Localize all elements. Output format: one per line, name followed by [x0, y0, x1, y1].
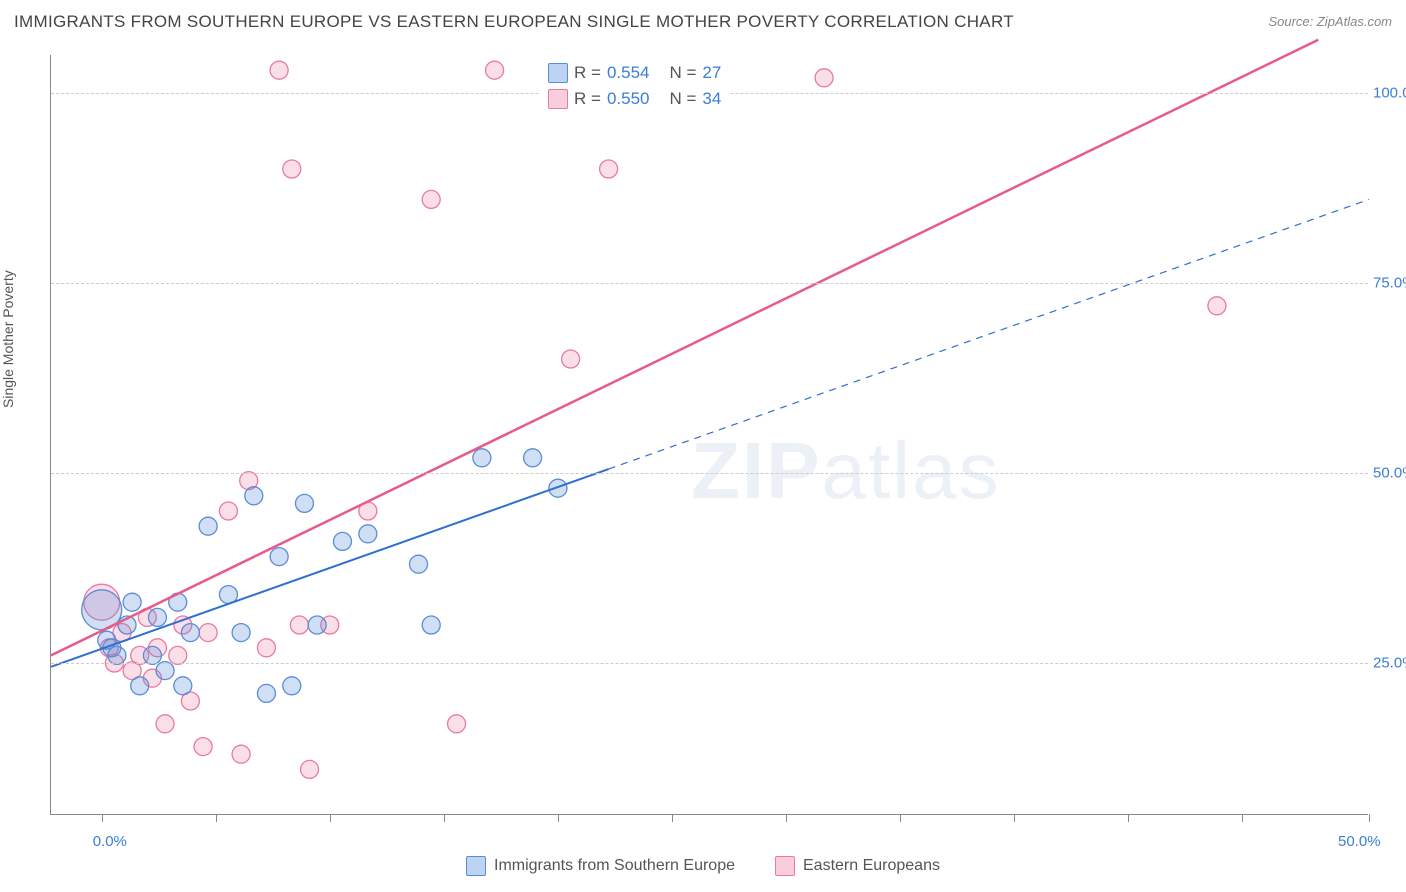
scatter-point — [156, 662, 174, 680]
y-tick-label: 75.0% — [1373, 275, 1406, 292]
scatter-point — [549, 479, 567, 497]
scatter-point — [245, 487, 263, 505]
source-attribution: Source: ZipAtlas.com — [1268, 14, 1392, 29]
scatter-point — [333, 532, 351, 550]
legend-r-value: 0.554 — [607, 63, 650, 83]
legend-swatch — [548, 63, 568, 83]
gridline-horizontal — [51, 663, 1368, 664]
scatter-point — [486, 61, 504, 79]
scatter-point — [815, 69, 833, 87]
x-tick — [558, 814, 559, 822]
chart-header: IMMIGRANTS FROM SOUTHERN EUROPE VS EASTE… — [14, 12, 1392, 40]
y-tick-label: 50.0% — [1373, 465, 1406, 482]
scatter-point — [257, 684, 275, 702]
x-tick — [1128, 814, 1129, 822]
legend-r-label: R = — [574, 89, 601, 109]
x-tick — [330, 814, 331, 822]
scatter-point — [473, 449, 491, 467]
scatter-point — [156, 715, 174, 733]
x-tick — [1014, 814, 1015, 822]
scatter-point — [524, 449, 542, 467]
legend-n-label: N = — [669, 89, 696, 109]
scatter-point — [562, 350, 580, 368]
x-tick — [672, 814, 673, 822]
scatter-point — [270, 548, 288, 566]
y-tick-label: 25.0% — [1373, 655, 1406, 672]
chart-plot-area: ZIPatlas 25.0%50.0%75.0%100.0% — [50, 55, 1368, 815]
legend-swatch — [466, 856, 486, 876]
scatter-point — [1208, 297, 1226, 315]
y-axis-label: Single Mother Poverty — [0, 270, 16, 408]
series-label: Immigrants from Southern Europe — [494, 857, 735, 875]
x-tick — [216, 814, 217, 822]
scatter-point — [181, 624, 199, 642]
scatter-point — [148, 608, 166, 626]
x-tick — [1242, 814, 1243, 822]
legend-n-value: 34 — [702, 89, 721, 109]
series-legend-item: Immigrants from Southern Europe — [466, 856, 735, 876]
scatter-point — [283, 160, 301, 178]
series-legend-item: Eastern Europeans — [775, 856, 940, 876]
correlation-legend: R = 0.554 N = 27 R = 0.550 N = 34 — [540, 58, 729, 114]
scatter-point — [295, 494, 313, 512]
series-label: Eastern Europeans — [803, 857, 940, 875]
y-tick-label: 100.0% — [1373, 85, 1406, 102]
scatter-point — [270, 61, 288, 79]
scatter-point — [123, 593, 141, 611]
legend-swatch — [548, 89, 568, 109]
scatter-point — [219, 502, 237, 520]
x-tick-label: 50.0% — [1338, 833, 1381, 850]
chart-canvas — [51, 55, 1368, 814]
scatter-point — [448, 715, 466, 733]
x-tick — [444, 814, 445, 822]
x-tick-label: 0.0% — [93, 833, 127, 850]
scatter-point — [257, 639, 275, 657]
chart-title: IMMIGRANTS FROM SOUTHERN EUROPE VS EASTE… — [14, 12, 1014, 31]
scatter-point — [308, 616, 326, 634]
legend-row: R = 0.550 N = 34 — [548, 86, 721, 112]
gridline-horizontal — [51, 473, 1368, 474]
scatter-point — [108, 646, 126, 664]
scatter-point — [359, 525, 377, 543]
legend-row: R = 0.554 N = 27 — [548, 60, 721, 86]
x-tick — [900, 814, 901, 822]
gridline-horizontal — [51, 283, 1368, 284]
scatter-point — [410, 555, 428, 573]
x-tick — [1369, 814, 1370, 822]
scatter-point — [283, 677, 301, 695]
scatter-point — [199, 624, 217, 642]
x-tick — [102, 814, 103, 822]
legend-n-label: N = — [669, 63, 696, 83]
scatter-point — [422, 190, 440, 208]
scatter-point — [199, 517, 217, 535]
scatter-point — [169, 646, 187, 664]
scatter-point — [174, 677, 192, 695]
legend-n-value: 27 — [702, 63, 721, 83]
series-legend: Immigrants from Southern Europe Eastern E… — [0, 856, 1406, 876]
scatter-point — [143, 646, 161, 664]
x-tick — [786, 814, 787, 822]
scatter-point — [290, 616, 308, 634]
scatter-point — [301, 760, 319, 778]
legend-swatch — [775, 856, 795, 876]
scatter-point — [232, 745, 250, 763]
scatter-point — [131, 677, 149, 695]
scatter-point — [194, 738, 212, 756]
scatter-point — [600, 160, 618, 178]
legend-r-label: R = — [574, 63, 601, 83]
legend-r-value: 0.550 — [607, 89, 650, 109]
scatter-point — [232, 624, 250, 642]
scatter-point — [422, 616, 440, 634]
